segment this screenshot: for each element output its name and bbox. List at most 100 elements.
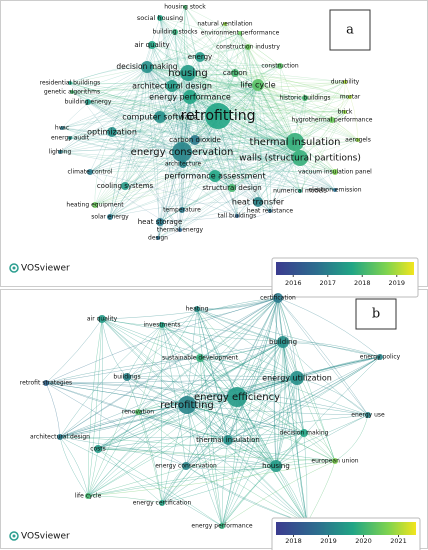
node <box>196 354 204 362</box>
node <box>183 90 197 104</box>
edge <box>221 297 279 527</box>
edge <box>187 72 301 159</box>
edge <box>146 66 346 113</box>
edge <box>181 119 333 211</box>
panel-label-box <box>329 9 371 51</box>
edge <box>159 84 259 118</box>
edge <box>87 465 277 497</box>
edge <box>181 84 259 211</box>
edge <box>69 137 183 153</box>
edge <box>126 297 279 378</box>
node <box>43 380 49 386</box>
node <box>68 81 72 85</box>
node-label: energy audit <box>51 135 90 142</box>
edge <box>109 157 301 218</box>
edge <box>87 101 183 153</box>
edge <box>295 377 308 524</box>
edge <box>87 460 336 497</box>
edge <box>194 139 301 159</box>
edge <box>87 448 99 497</box>
edge <box>146 66 306 99</box>
node-label: walls (structural partitions) <box>239 154 361 164</box>
node <box>268 209 272 213</box>
node <box>94 445 102 453</box>
edge <box>89 141 296 173</box>
node <box>377 354 383 360</box>
edge <box>69 115 219 139</box>
edge <box>282 341 308 524</box>
edge <box>94 115 219 206</box>
edge <box>137 377 298 413</box>
edge <box>236 171 336 217</box>
edge <box>187 72 351 98</box>
edge <box>299 96 351 159</box>
edge <box>94 96 191 206</box>
node <box>58 150 62 154</box>
node-label: lighting <box>49 149 72 156</box>
edge <box>109 66 148 218</box>
edge <box>69 84 259 139</box>
edge <box>275 341 286 467</box>
edge <box>61 127 216 177</box>
edge <box>69 72 189 139</box>
edge <box>89 151 183 173</box>
edge <box>277 297 381 358</box>
edge <box>151 44 183 153</box>
edge <box>181 157 301 211</box>
node-label: carbon <box>223 69 247 77</box>
edge <box>159 116 233 189</box>
edge <box>187 72 271 212</box>
edge <box>199 357 308 524</box>
edge <box>69 96 191 139</box>
edge <box>69 46 249 84</box>
colorbar-tick-label: 2021 <box>390 537 407 545</box>
edge <box>189 96 306 101</box>
edge <box>217 115 336 191</box>
node <box>123 373 131 381</box>
edge <box>257 84 301 192</box>
edge <box>181 23 226 153</box>
brand: VOSviewer <box>21 264 70 274</box>
edge <box>97 396 238 450</box>
edge <box>217 96 351 117</box>
edge <box>146 66 259 86</box>
edge <box>217 81 346 117</box>
edge <box>257 84 336 173</box>
edge <box>59 85 173 153</box>
edge <box>189 96 259 203</box>
edge <box>187 72 296 143</box>
logo-icon <box>12 266 16 270</box>
colorbar-tick-label: 2018 <box>354 279 371 287</box>
edge <box>161 324 284 343</box>
node-label: architecture <box>165 161 202 168</box>
node <box>302 95 308 101</box>
edge <box>159 72 189 223</box>
edge <box>87 308 198 497</box>
edge <box>89 72 189 173</box>
edge <box>159 65 281 118</box>
node-label: residential buildings <box>40 80 101 87</box>
edge <box>159 84 259 223</box>
node <box>172 29 178 35</box>
edge <box>296 377 308 524</box>
edge <box>196 308 308 524</box>
node-label: historic buildings <box>279 95 330 102</box>
edge <box>71 91 336 191</box>
edge <box>109 32 241 218</box>
edge <box>187 72 259 203</box>
node <box>290 371 304 385</box>
node <box>209 170 221 182</box>
edge <box>159 116 296 143</box>
node-label: housing <box>262 462 290 470</box>
edge <box>126 376 369 416</box>
edge <box>189 96 233 189</box>
node <box>107 127 117 137</box>
edge <box>185 356 381 467</box>
node-label: energy certification <box>133 500 192 507</box>
edge <box>97 318 104 450</box>
edge <box>94 157 301 206</box>
node <box>87 169 93 175</box>
edges <box>45 297 381 527</box>
edge <box>59 436 89 497</box>
node <box>107 214 113 220</box>
